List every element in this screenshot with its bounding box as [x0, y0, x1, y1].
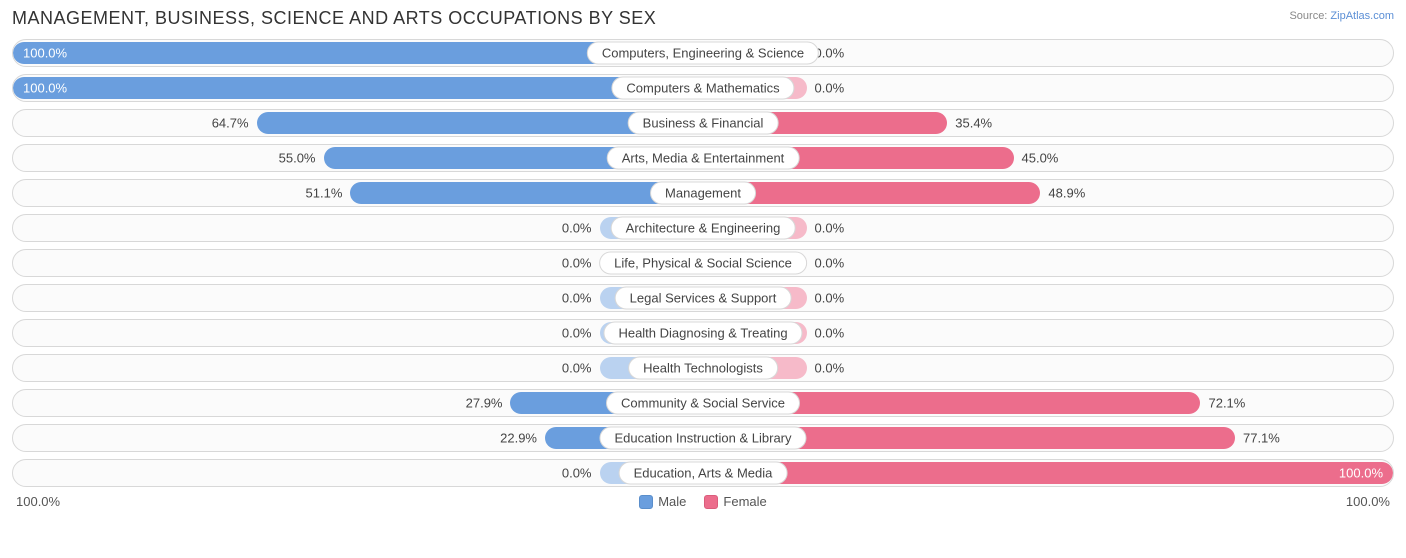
source-link[interactable]: ZipAtlas.com — [1330, 10, 1394, 22]
male-pct-label: 22.9% — [500, 431, 537, 446]
chart-row: 55.0% 45.0% Arts, Media & Entertainment — [12, 144, 1394, 172]
category-label: Education Instruction & Library — [599, 427, 806, 450]
chart-row: 0.0% 0.0% Life, Physical & Social Science — [12, 249, 1394, 277]
female-pct-label: 0.0% — [815, 81, 845, 96]
category-label: Community & Social Service — [606, 392, 800, 415]
source-prefix: Source: — [1289, 10, 1330, 22]
male-pct-label: 0.0% — [562, 256, 592, 271]
axis-right-label: 100.0% — [1346, 494, 1390, 509]
female-pct-label: 35.4% — [955, 116, 992, 131]
female-pct-label: 77.1% — [1243, 431, 1280, 446]
female-pct-label: 48.9% — [1048, 186, 1085, 201]
male-pct-label: 27.9% — [466, 396, 503, 411]
female-pct-label: 0.0% — [815, 46, 845, 61]
female-pct-label: 72.1% — [1208, 396, 1245, 411]
male-pct-label: 0.0% — [562, 466, 592, 481]
chart-header: MANAGEMENT, BUSINESS, SCIENCE AND ARTS O… — [12, 8, 1394, 29]
chart-row: 51.1% 48.9% Management — [12, 179, 1394, 207]
female-swatch-icon — [704, 495, 718, 509]
chart-area: 100.0%0.0%Computers, Engineering & Scien… — [12, 39, 1394, 487]
female-pct-label: 100.0% — [1339, 466, 1383, 481]
chart-title: MANAGEMENT, BUSINESS, SCIENCE AND ARTS O… — [12, 8, 656, 29]
chart-row: 22.9% 77.1% Education Instruction & Librar… — [12, 424, 1394, 452]
legend-female: Female — [704, 494, 766, 509]
chart-row: 27.9% 72.1% Community & Social Service — [12, 389, 1394, 417]
male-pct-label: 0.0% — [562, 361, 592, 376]
category-label: Business & Financial — [628, 112, 779, 135]
category-label: Legal Services & Support — [615, 287, 792, 310]
chart-row: 0.0% 0.0% Health Diagnosing & Treating — [12, 319, 1394, 347]
male-pct-label: 55.0% — [279, 151, 316, 166]
axis-row: 100.0% Male Female 100.0% — [12, 494, 1394, 509]
category-label: Computers, Engineering & Science — [587, 42, 819, 65]
male-pct-label: 0.0% — [562, 326, 592, 341]
chart-row: 0.0% 0.0% Health Technologists — [12, 354, 1394, 382]
category-label: Management — [650, 182, 756, 205]
chart-row: 0.0% 0.0% Architecture & Engineering — [12, 214, 1394, 242]
chart-row: 0.0% 100.0% Education, Arts & Media — [12, 459, 1394, 487]
male-pct-label: 64.7% — [212, 116, 249, 131]
male-pct-label: 51.1% — [306, 186, 343, 201]
category-label: Health Technologists — [628, 357, 778, 380]
female-pct-label: 0.0% — [815, 326, 845, 341]
male-pct-label: 100.0% — [23, 81, 67, 96]
chart-row: 100.0% 0.0%Computers, Engineering & Scien… — [12, 39, 1394, 67]
legend-female-label: Female — [723, 494, 766, 509]
male-pct-label: 0.0% — [562, 291, 592, 306]
category-label: Arts, Media & Entertainment — [607, 147, 800, 170]
male-pct-label: 0.0% — [562, 221, 592, 236]
chart-row: 100.0% 0.0% Computers & Mathematics — [12, 74, 1394, 102]
category-label: Education, Arts & Media — [619, 462, 788, 485]
male-pct-label: 100.0% — [23, 46, 67, 61]
category-label: Architecture & Engineering — [611, 217, 796, 240]
chart-row: 0.0% 0.0% Legal Services & Support — [12, 284, 1394, 312]
female-pct-label: 0.0% — [815, 256, 845, 271]
category-label: Life, Physical & Social Science — [599, 252, 807, 275]
category-label: Computers & Mathematics — [611, 77, 794, 100]
chart-source: Source: ZipAtlas.com — [1289, 8, 1394, 22]
male-bar — [13, 77, 703, 99]
female-pct-label: 0.0% — [815, 291, 845, 306]
chart-row: 64.7% 35.4% Business & Financial — [12, 109, 1394, 137]
female-pct-label: 0.0% — [815, 221, 845, 236]
axis-left-label: 100.0% — [16, 494, 60, 509]
female-pct-label: 45.0% — [1022, 151, 1059, 166]
male-swatch-icon — [639, 495, 653, 509]
category-label: Health Diagnosing & Treating — [603, 322, 802, 345]
legend-male-label: Male — [658, 494, 686, 509]
legend: Male Female — [639, 494, 767, 509]
female-pct-label: 0.0% — [815, 361, 845, 376]
legend-male: Male — [639, 494, 686, 509]
female-bar — [703, 462, 1393, 484]
